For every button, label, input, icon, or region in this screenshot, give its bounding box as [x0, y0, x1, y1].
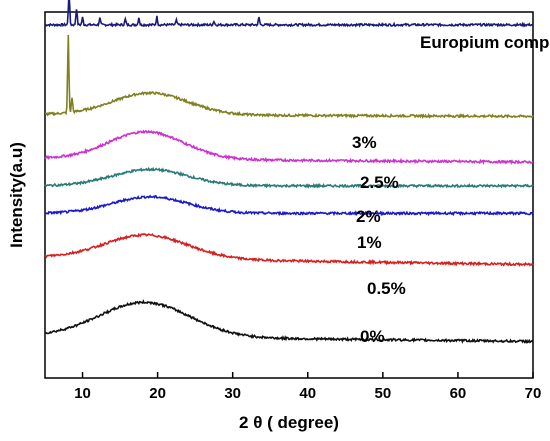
x-axis-ticks: 10 20 30 40 50 60 70 — [74, 372, 541, 402]
series-line — [44, 299, 534, 344]
x-tick-label: 50 — [375, 385, 392, 402]
series-line — [44, 0, 534, 28]
series-label: 0.5% — [367, 279, 406, 298]
plot-frame — [44, 11, 534, 379]
series-label: 1% — [357, 233, 382, 252]
series-line — [44, 194, 534, 217]
series-label: 2% — [356, 207, 381, 226]
x-tick-label: 40 — [299, 385, 316, 402]
series-label: 3% — [352, 133, 377, 152]
series-label: 2.5% — [360, 173, 399, 192]
series-labels: Europium complex 3% 2.5% 2% 1% 0.5% 0% — [352, 33, 550, 346]
x-tick-label: 10 — [74, 385, 91, 402]
x-tick-label: 60 — [450, 385, 467, 402]
x-tick-label: 70 — [525, 385, 542, 402]
series-line — [44, 166, 534, 189]
series-lines — [44, 0, 534, 344]
series-line — [44, 232, 534, 267]
y-axis-title: Intensity(a.u) — [7, 142, 26, 248]
x-tick-label: 20 — [149, 385, 166, 402]
series-label: 0% — [360, 327, 385, 346]
x-tick-label: 30 — [224, 385, 241, 402]
x-axis-title: 2 θ ( degree) — [239, 413, 339, 432]
series-line — [44, 129, 534, 166]
series-label: Europium complex — [420, 33, 550, 52]
series-line — [44, 34, 534, 120]
